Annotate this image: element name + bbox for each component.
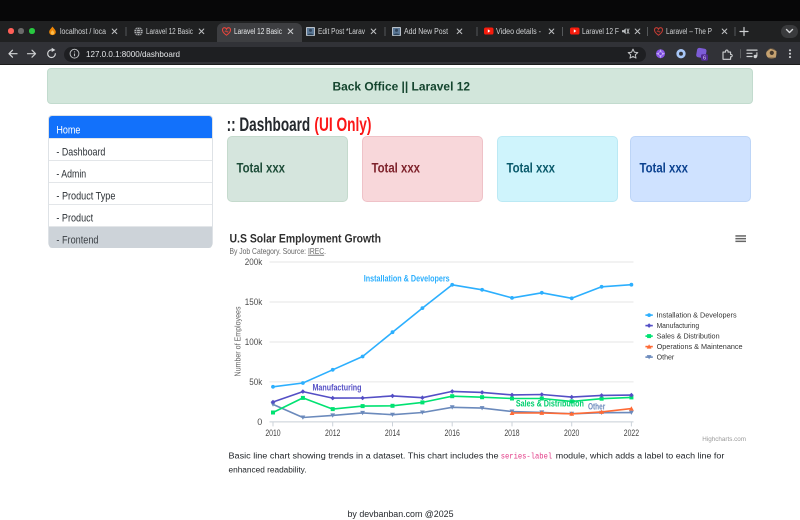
svg-text:Installation & Developers: Installation & Developers bbox=[364, 274, 450, 284]
svg-text:- Product: - Product bbox=[56, 212, 93, 224]
svg-text::: Dashboard: :: Dashboard bbox=[227, 114, 311, 136]
svg-text:2018: 2018 bbox=[504, 428, 519, 438]
svg-text:series-label: series-label bbox=[501, 451, 553, 461]
svg-text:0: 0 bbox=[257, 417, 262, 427]
svg-text:Laravel 12 F: Laravel 12 F bbox=[582, 27, 619, 36]
svg-text:Installation & Developers: Installation & Developers bbox=[657, 311, 737, 320]
svg-text:2016: 2016 bbox=[445, 428, 460, 438]
svg-text:2020: 2020 bbox=[564, 428, 579, 438]
svg-text:Video details -: Video details - bbox=[496, 27, 541, 36]
svg-text:- Dashboard: - Dashboard bbox=[56, 146, 105, 158]
svg-text:Back Office || Laravel 12: Back Office || Laravel 12 bbox=[333, 81, 471, 94]
svg-text:100k: 100k bbox=[245, 337, 263, 347]
svg-text:Total xxx: Total xxx bbox=[507, 160, 556, 175]
svg-text:(UI Only): (UI Only) bbox=[314, 114, 371, 136]
svg-text:Total xxx: Total xxx bbox=[237, 160, 286, 175]
svg-text:Sales & Distribution: Sales & Distribution bbox=[657, 332, 720, 341]
svg-text:Laravel 12 Basic: Laravel 12 Basic bbox=[234, 27, 282, 36]
svg-text:Manufacturing: Manufacturing bbox=[313, 382, 362, 392]
svg-text:by devbanban.com @2025: by devbanban.com @2025 bbox=[348, 509, 454, 520]
svg-text:127.0.0.1:8000/dashboard: 127.0.0.1:8000/dashboard bbox=[86, 49, 180, 59]
svg-text:Number of Employees: Number of Employees bbox=[234, 307, 243, 377]
svg-text:Manufacturing: Manufacturing bbox=[657, 321, 700, 330]
svg-text:Edit Post *Larav: Edit Post *Larav bbox=[318, 27, 365, 36]
svg-text:Other: Other bbox=[657, 353, 675, 362]
svg-text:Sales & Distribution: Sales & Distribution bbox=[516, 398, 584, 408]
svg-text:- Frontend: - Frontend bbox=[56, 234, 98, 246]
svg-text:2010: 2010 bbox=[265, 428, 280, 438]
svg-text:6: 6 bbox=[703, 56, 706, 62]
svg-text:Total xxx: Total xxx bbox=[372, 160, 421, 175]
svg-text:localhost / loca: localhost / loca bbox=[60, 27, 107, 36]
svg-text:200k: 200k bbox=[245, 257, 263, 267]
svg-text:Highcharts.com: Highcharts.com bbox=[702, 436, 746, 443]
svg-text:- Product Type: - Product Type bbox=[56, 190, 115, 202]
svg-text:50k: 50k bbox=[249, 377, 263, 387]
svg-text:2012: 2012 bbox=[325, 428, 340, 438]
svg-text:Operations & Maintenance: Operations & Maintenance bbox=[657, 342, 743, 351]
svg-text:Laravel 12 Basic: Laravel 12 Basic bbox=[146, 27, 193, 36]
svg-text:Laravel – The P: Laravel – The P bbox=[666, 27, 712, 36]
svg-text:U.S Solar Employment Growth: U.S Solar Employment Growth bbox=[230, 231, 382, 245]
svg-text:Basic line chart showing trend: Basic line chart showing trends in a dat… bbox=[229, 450, 499, 460]
svg-text:Other: Other bbox=[588, 401, 606, 411]
svg-text:Total xxx: Total xxx bbox=[640, 160, 689, 175]
svg-text:module, which adds a label to: module, which adds a label to each line … bbox=[556, 450, 725, 460]
svg-text:enhanced readability.: enhanced readability. bbox=[229, 464, 307, 474]
svg-text:2022: 2022 bbox=[624, 428, 639, 438]
svg-text:Home: Home bbox=[56, 124, 80, 136]
svg-text:2014: 2014 bbox=[385, 428, 400, 438]
svg-text:- Admin: - Admin bbox=[56, 168, 86, 180]
svg-text:By Job Category. Source: IREC.: By Job Category. Source: IREC. bbox=[230, 246, 327, 256]
svg-text:Add New Post: Add New Post bbox=[404, 27, 449, 36]
svg-text:150k: 150k bbox=[245, 297, 263, 307]
